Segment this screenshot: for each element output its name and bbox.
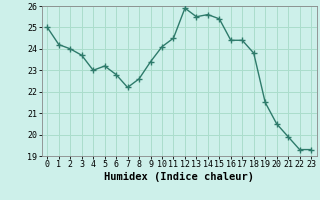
X-axis label: Humidex (Indice chaleur): Humidex (Indice chaleur) — [104, 172, 254, 182]
